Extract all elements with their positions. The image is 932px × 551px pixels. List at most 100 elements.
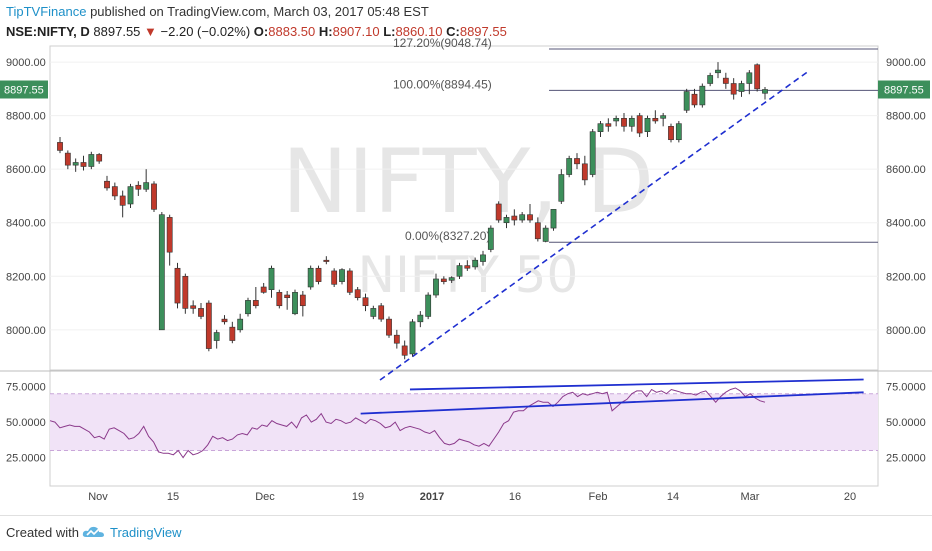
watermark-symbol: NIFTY, D [282,130,654,233]
last-price-tag-right-label: 8897.55 [884,84,924,96]
candle-body [80,162,87,167]
candle-body [299,294,306,307]
candle-body [198,308,204,317]
candle-body [182,275,189,309]
candle-body [323,259,330,262]
candle-body [393,334,400,344]
rsi-lower-trendline [360,391,864,415]
rsi-tick-left-label: 25.0000 [6,453,46,465]
y-tick-left-label: 8600.00 [6,164,46,176]
open-value: 8883.50 [268,24,316,39]
publisher-line: TipTVFinance published on TradingView.co… [6,4,429,19]
candle-body [495,203,502,221]
y-tick-right-label: 8000.00 [886,325,926,337]
candle-body [346,270,353,293]
down-arrow-icon: ▼ [144,24,157,39]
publisher-name[interactable]: TipTVFinance [6,4,87,19]
candle-body [425,294,432,317]
candle-body [260,286,267,293]
candle-body [174,267,181,304]
candle-body [237,318,244,331]
x-tick-label: 16 [509,491,521,503]
footer: Created with TradingView [0,515,932,551]
x-tick-label: 2017 [420,491,444,503]
candle-body [519,214,526,221]
rsi-tick-left-label: 50.0000 [6,417,46,429]
candle-body [707,75,714,84]
candle-body [166,217,173,253]
candle-body [683,91,690,111]
candle-body [307,267,314,288]
candle-body [644,117,651,132]
candle-body [213,332,220,341]
rsi-tick-right-label: 50.0000 [886,417,926,429]
candle-body [675,123,682,141]
candle-body [143,182,150,190]
y-tick-left-label: 8400.00 [6,218,46,230]
candle-body [480,254,486,262]
last-price-tag-left [0,80,48,99]
y-tick-left-label: 8000.00 [6,325,46,337]
candle-body [135,184,142,190]
candle-body [589,131,596,175]
symbol-label[interactable]: NSE:NIFTY, D [6,24,90,39]
y-tick-right-label: 8400.00 [886,218,926,230]
candle-body [96,154,103,162]
candle-body [448,277,455,281]
candle-body [127,186,134,205]
rsi-tick-right-label: 25.0000 [886,453,926,465]
candle-body [628,117,635,127]
candle-body [503,217,510,224]
low-label: L: [383,24,396,39]
candle-body [229,326,236,341]
tradingview-cloud-icon [82,526,104,537]
rsi-upper-trendline [409,378,864,391]
candle-body [574,158,580,165]
candle-body [668,126,674,141]
close-value: 8897.55 [459,24,507,39]
candle-body [292,292,298,315]
support-trendline [379,70,809,381]
candle-body [464,265,471,269]
candle-body [746,72,753,84]
candle-body [339,269,345,282]
x-tick-label: Feb [589,491,608,503]
candle-body [472,259,479,268]
candle-body [268,267,275,290]
candle-body [660,115,667,119]
candle-body [151,183,157,210]
candle-body [550,209,557,229]
open-label: O: [253,24,269,39]
tradingview-link[interactable]: TradingView [110,525,182,540]
candle-body [72,162,79,166]
change-value: −2.20 (−0.02%) [160,24,251,39]
candle-body [433,278,439,296]
candle-body [456,265,463,277]
y-tick-left-label: 8800.00 [6,111,46,123]
candle-body [699,85,706,106]
last-price-tag-left-label: 8897.55 [4,84,44,96]
x-tick-label: 19 [352,491,364,503]
candle-body [370,308,377,317]
chart-canvas[interactable]: NIFTY, D NIFTY 50 8000.00 8000.00 8200.00 820… [0,0,932,515]
candle-body [440,278,447,282]
y-tick-right-label: 9000.00 [886,57,926,69]
ohlc-legend: NSE:NIFTY, D 8897.55 ▼ −2.20 (−0.02%) O:… [6,24,507,39]
candle-body [284,294,291,299]
candle-body [252,300,259,307]
candle-body [581,163,588,181]
y-tick-right-label: 8800.00 [886,111,926,123]
candle-body [190,305,197,309]
candle-body [111,186,118,197]
y-tick-right-label: 8200.00 [886,271,926,283]
y-tick-left-label: 9000.00 [6,57,46,69]
candle-body [245,300,251,315]
high-value: 8907.10 [332,24,380,39]
candle-body [119,195,126,206]
candle-body [331,270,338,285]
candle-body [621,117,627,127]
high-label: H: [318,24,333,39]
candle-body [221,318,228,323]
fib-level-label: 127.20%(9048.74) [393,36,492,50]
candle-body [417,314,424,323]
